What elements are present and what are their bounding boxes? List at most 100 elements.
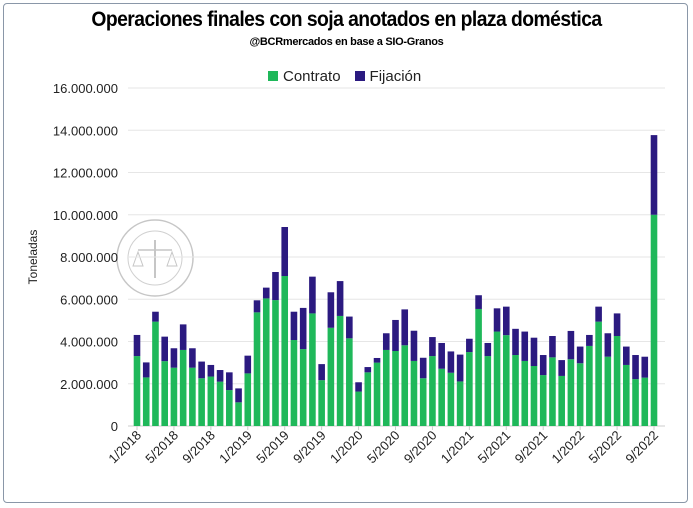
bar-contrato-10-2019 (327, 327, 335, 426)
bar-contrato-10-2020 (438, 368, 445, 426)
bar-contrato-3-2021 (484, 356, 492, 426)
bar-contrato-11-2021 (558, 375, 565, 426)
bar-fijacion-4-2022 (604, 333, 612, 357)
bar-contrato-1-2019 (244, 373, 252, 426)
bar-contrato-11-2018 (226, 390, 233, 426)
bar-contrato-3-2019 (262, 298, 270, 426)
bar-contrato-3-2022 (595, 321, 602, 426)
bar-fijacion-2-2020 (364, 367, 372, 373)
bar-fijacion-8-2018 (198, 361, 205, 379)
bar-fijacion-9-2020 (429, 337, 436, 357)
y-axis-label: Toneladas (26, 230, 40, 285)
bar-fijacion-3-2021 (484, 342, 492, 357)
bar-contrato-1-2022 (576, 363, 584, 426)
bar-contrato-8-2018 (198, 378, 205, 426)
bar-contrato-1-2018 (133, 356, 141, 426)
bar-fijacion-8-2020 (419, 357, 427, 379)
bar-contrato-4-2022 (604, 356, 612, 426)
bar-fijacion-11-2019 (336, 281, 344, 316)
bar-contrato-4-2019 (272, 300, 279, 426)
x-tick-label: 9/2019 (290, 428, 329, 467)
x-tick-label: 5/2020 (364, 428, 403, 467)
bar-contrato-3-2018 (152, 321, 159, 426)
bar-fijacion-3-2020 (373, 357, 381, 363)
bar-fijacion-12-2019 (346, 316, 353, 339)
bar-fijacion-5-2020 (392, 319, 399, 352)
chart-title: Operaciones finales con soja anotados en… (91, 8, 602, 31)
legend-swatch-fijacion (354, 71, 365, 82)
x-tick-label: 5/2021 (475, 428, 514, 467)
y-tick-label: 6.000.000 (60, 292, 118, 307)
bar-fijacion-6-2018 (179, 324, 187, 350)
bar-contrato-12-2018 (235, 402, 242, 426)
bar-contrato-9-2021 (539, 375, 547, 426)
x-tick-label: 1/2019 (216, 428, 255, 467)
x-tick-label: 9/2022 (622, 428, 661, 467)
bar-contrato-2-2021 (475, 308, 482, 426)
bar-fijacion-9-2021 (539, 355, 547, 376)
bar-contrato-2-2022 (586, 345, 593, 426)
bar-contrato-8-2019 (309, 313, 316, 426)
bar-contrato-5-2018 (170, 367, 178, 426)
bar-contrato-7-2021 (521, 360, 529, 426)
y-tick-label: 4.000.000 (60, 335, 118, 350)
bar-fijacion-8-2019 (309, 276, 316, 314)
bar-contrato-6-2019 (290, 340, 298, 426)
bar-contrato-8-2021 (530, 366, 538, 426)
bar-contrato-6-2020 (401, 345, 409, 426)
x-tick-label: 1/2021 (438, 428, 477, 467)
bar-fijacion-7-2022 (632, 355, 639, 380)
legend-item-contrato: Contrato (268, 68, 341, 85)
bar-fijacion-9-2019 (318, 364, 325, 381)
legend-label-contrato: Contrato (283, 68, 341, 85)
bar-contrato-7-2019 (299, 349, 307, 426)
bar-contrato-6-2018 (179, 349, 187, 426)
bar-fijacion-7-2019 (299, 307, 307, 350)
bar-fijacion-2-2021 (475, 295, 482, 309)
bar-fijacion-2-2019 (253, 300, 261, 313)
bar-contrato-12-2019 (346, 338, 353, 426)
bar-fijacion-4-2018 (161, 336, 168, 362)
bar-contrato-9-2020 (429, 356, 436, 426)
bar-contrato-4-2020 (382, 349, 390, 426)
bar-fijacion-12-2021 (567, 330, 575, 360)
bar-fijacion-3-2022 (595, 306, 602, 322)
bar-fijacion-2-2018 (142, 362, 150, 378)
bar-fijacion-11-2018 (226, 372, 233, 391)
bar-fijacion-7-2021 (521, 331, 529, 361)
y-tick-label: 12.000.000 (53, 166, 118, 181)
bar-fijacion-4-2020 (382, 333, 390, 350)
x-tick-label: 5/2022 (585, 428, 624, 467)
bar-fijacion-12-2018 (235, 388, 242, 403)
bar-fijacion-1-2019 (244, 355, 252, 374)
bar-contrato-9-2019 (318, 380, 325, 426)
x-tick-label: 5/2019 (253, 428, 292, 467)
chart-subtitle: @BCRmercados en base a SIO-Granos (249, 36, 444, 48)
bar-fijacion-4-2019 (272, 271, 279, 301)
bar-contrato-2-2019 (253, 312, 261, 426)
legend-label-fijacion: Fijación (369, 68, 422, 85)
bar-fijacion-1-2022 (576, 346, 584, 364)
bcr-seal-watermark (116, 219, 194, 297)
bar-contrato-12-2021 (567, 359, 575, 426)
y-tick-label: 16.000.000 (53, 81, 118, 96)
bar-fijacion-11-2021 (558, 360, 565, 376)
bar-fijacion-1-2018 (133, 334, 141, 357)
bar-fijacion-5-2022 (613, 313, 621, 337)
bar-fijacion-3-2018 (152, 311, 159, 322)
y-tick-label: 8.000.000 (60, 250, 118, 265)
bar-fijacion-9-2022 (650, 135, 658, 215)
bar-fijacion-7-2018 (189, 348, 196, 368)
bar-fijacion-6-2020 (401, 309, 409, 346)
bar-contrato-1-2021 (466, 352, 473, 426)
bar-contrato-7-2022 (632, 379, 639, 426)
bar-fijacion-1-2021 (466, 338, 473, 353)
bar-contrato-10-2021 (549, 357, 556, 426)
bar-contrato-8-2020 (419, 378, 427, 426)
bar-contrato-4-2018 (161, 361, 168, 426)
bar-fijacion-11-2020 (447, 351, 455, 373)
x-tick-label: 9/2018 (179, 428, 218, 467)
bar-fijacion-7-2020 (410, 330, 418, 361)
bar-fijacion-2-2022 (586, 334, 593, 346)
